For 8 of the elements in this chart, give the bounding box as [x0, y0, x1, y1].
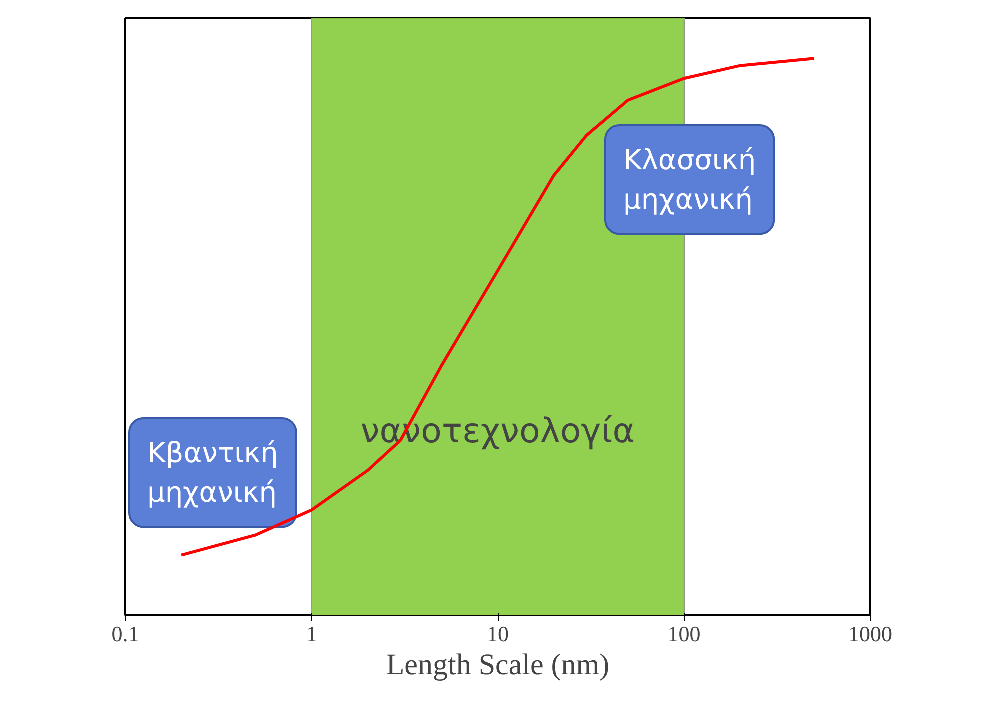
x-tick-label: 1	[306, 622, 318, 646]
x-tick-label: 0.1	[112, 622, 140, 646]
annotation: Κλασσική μηχανική	[624, 144, 756, 216]
x-axis-title: Length Scale (nm)	[386, 648, 610, 682]
x-tick-label: 10	[487, 622, 509, 646]
x-tick-label: 1000	[848, 622, 892, 646]
x-tick-label: 100	[668, 622, 701, 646]
annotation: Κβαντική μηχανική	[148, 436, 278, 510]
